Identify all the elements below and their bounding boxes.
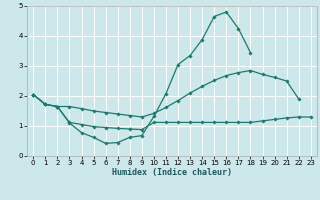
X-axis label: Humidex (Indice chaleur): Humidex (Indice chaleur) <box>112 168 232 177</box>
